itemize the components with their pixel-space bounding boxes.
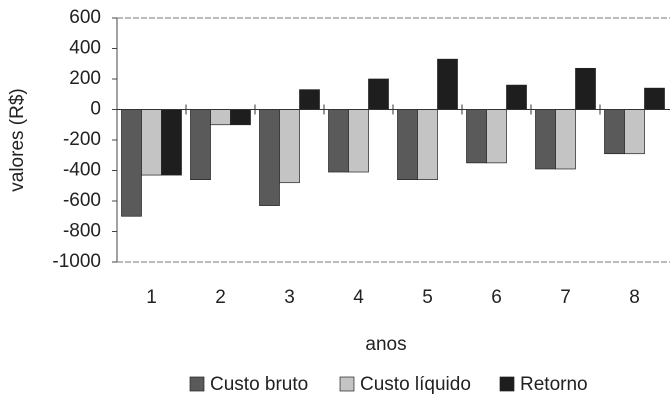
bar: [486, 109, 507, 164]
x-tick-label: 5: [422, 287, 433, 308]
y-axis-label: valores (R$): [7, 88, 28, 191]
x-tick-label: 7: [560, 287, 571, 308]
x-tick-label: 8: [629, 287, 640, 308]
y-tick-label: -200: [63, 129, 101, 150]
x-tick-label: 6: [491, 287, 502, 308]
bar: [624, 109, 645, 155]
y-tick-label: -400: [63, 160, 101, 181]
y-tick-label: -1000: [52, 251, 101, 272]
bar: [506, 84, 527, 110]
x-axis-label: anos: [365, 334, 406, 355]
bar: [575, 67, 596, 110]
bar: [210, 109, 231, 126]
bar: [230, 109, 251, 126]
bar: [161, 109, 182, 176]
bar: [644, 87, 665, 110]
legend-swatch: [189, 376, 205, 392]
x-tick-label: 3: [284, 287, 295, 308]
x-tick-label: 4: [353, 287, 364, 308]
x-tick-label: 1: [146, 287, 157, 308]
bar: [259, 109, 280, 206]
legend-label: Custo líquido: [360, 374, 471, 395]
y-tick-label: -800: [63, 221, 101, 242]
bar: [141, 109, 162, 176]
legend-label: Retorno: [520, 374, 588, 395]
y-tick-label: 200: [69, 68, 101, 89]
y-tick-label: 0: [90, 99, 101, 120]
y-tick-label: -600: [63, 190, 101, 211]
legend-label: Custo bruto: [210, 374, 308, 395]
bar: [437, 58, 458, 110]
bar: [279, 109, 300, 184]
y-tick-label: 600: [69, 7, 101, 28]
x-tick-label: 2: [215, 287, 226, 308]
bar: [190, 109, 211, 181]
bar: [466, 109, 487, 164]
bar: [299, 89, 320, 110]
bar: [348, 109, 369, 173]
bar: [535, 109, 556, 170]
bar: [417, 109, 438, 181]
bar: [555, 109, 576, 170]
bar: [604, 109, 625, 155]
legend-swatch: [339, 376, 355, 392]
bar: [397, 109, 418, 181]
bar: [368, 78, 389, 110]
y-tick-label: 400: [69, 38, 101, 59]
legend-swatch: [499, 376, 515, 392]
bar: [328, 109, 349, 173]
bar: [121, 109, 142, 217]
